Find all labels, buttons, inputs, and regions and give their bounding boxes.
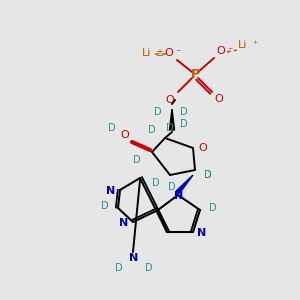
Text: D: D: [180, 119, 188, 129]
Text: N: N: [129, 253, 139, 263]
Text: N: N: [174, 191, 184, 201]
Text: ±: ±: [155, 48, 163, 58]
Text: D: D: [166, 123, 174, 133]
Text: D: D: [133, 155, 141, 165]
Text: O: O: [165, 48, 173, 58]
Text: P: P: [190, 68, 200, 82]
Text: O: O: [217, 46, 225, 56]
Text: D: D: [115, 263, 123, 273]
Text: ⁻: ⁻: [227, 46, 232, 56]
Polygon shape: [176, 175, 193, 193]
Text: D: D: [204, 170, 212, 180]
Text: D: D: [145, 263, 153, 273]
Text: N: N: [197, 228, 207, 238]
Text: Li: Li: [142, 48, 152, 58]
Text: D: D: [108, 123, 116, 133]
Text: D: D: [209, 203, 217, 213]
Text: D: D: [101, 201, 109, 211]
Text: N: N: [119, 218, 129, 228]
Text: O: O: [166, 95, 174, 105]
Text: ⁻: ⁻: [176, 48, 181, 58]
Text: D: D: [168, 182, 176, 192]
Text: O: O: [199, 143, 207, 153]
Text: D: D: [180, 107, 188, 117]
Text: Li: Li: [238, 40, 248, 50]
Polygon shape: [169, 109, 175, 130]
Text: O: O: [121, 130, 129, 140]
Text: D: D: [204, 170, 212, 180]
Text: O: O: [214, 94, 224, 104]
Text: D: D: [152, 178, 160, 188]
Text: D: D: [148, 125, 156, 135]
Text: D: D: [154, 107, 162, 117]
Text: ⁺: ⁺: [252, 40, 258, 50]
Text: N: N: [106, 186, 116, 196]
